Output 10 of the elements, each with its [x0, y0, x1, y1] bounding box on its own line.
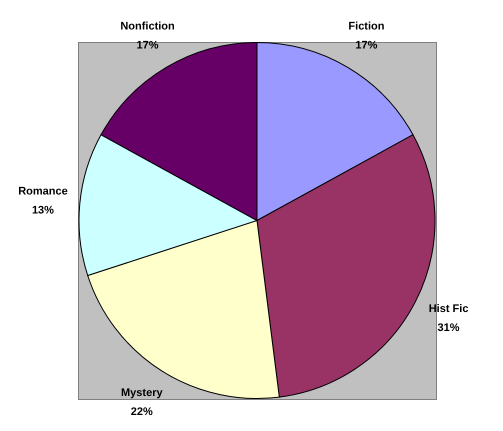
slice-label: Nonfiction — [120, 20, 176, 32]
data-label: 17% — [136, 39, 159, 52]
slice-label: Mystery — [121, 387, 164, 400]
slice-label: Romance — [18, 185, 68, 198]
slice-label: Fiction — [348, 20, 385, 32]
data-label: 31% — [438, 322, 460, 334]
slice-label: Hist Fic — [428, 303, 468, 316]
data-label: 13% — [32, 204, 54, 216]
data-label: 17% — [355, 39, 378, 52]
data-label: 22% — [130, 406, 154, 418]
